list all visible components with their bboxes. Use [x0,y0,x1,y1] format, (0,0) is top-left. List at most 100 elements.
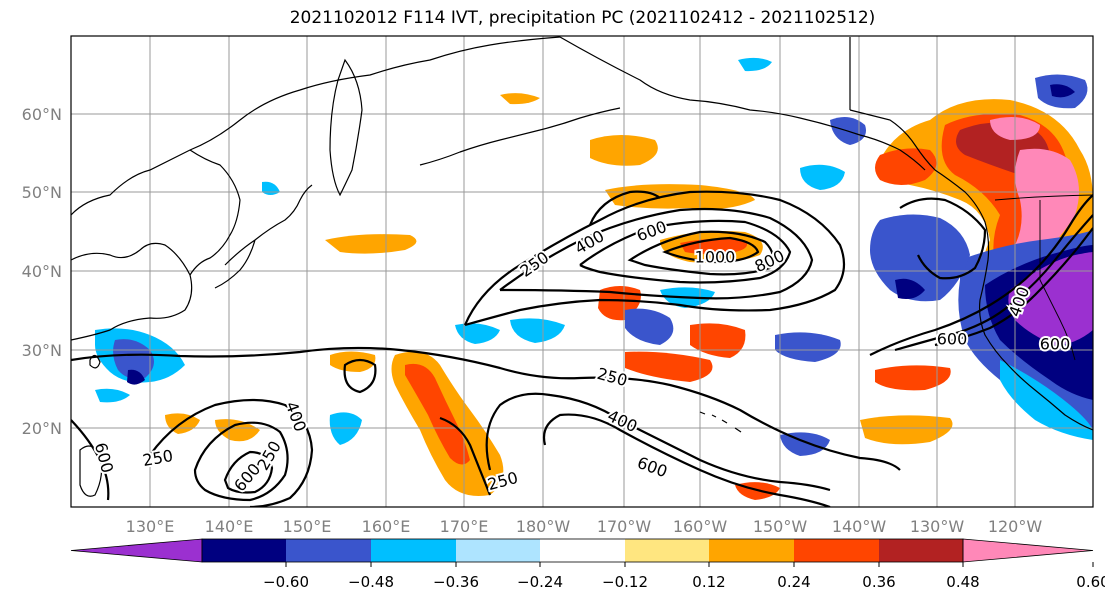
ivt-contour-600 [579,219,792,284]
gridlines [71,36,1093,507]
latitude-label: 30°N [22,341,62,360]
pc-negative-area [1008,252,1093,345]
pc-negative-area [127,369,145,385]
ivt-contour-400 [899,197,987,280]
ivt-contour-250 [463,190,846,327]
colorbar-extend-max [962,538,1094,563]
ivt-contour-250 [439,416,492,496]
longitude-label: 150°E [283,517,332,536]
longitude-label: 160°W [673,517,728,536]
longitude-label: 140°E [205,517,254,536]
pc-negative-area [455,323,500,344]
colorbar-tick-label: 0.12 [692,573,725,591]
ivt-contour-label: 250 [595,364,629,390]
pc-negative-area [775,332,841,362]
pc-positive-area [875,148,937,185]
longitude-label: 160°E [362,517,411,536]
pc-positive-area [325,234,417,254]
longitude-label: 120°W [988,517,1043,536]
colorbar-frame [201,538,964,563]
latitude-label: 50°N [22,183,62,202]
ivt-contour-250 [869,194,1093,356]
north-america-coastline [849,37,1093,431]
pc-negative-area [800,164,845,190]
pc-positive-area [625,351,713,382]
longitude-label: 180°W [516,517,571,536]
ivt-contour-250 [343,358,377,394]
ivt-contour-400 [71,419,110,501]
longitude-label: 170°E [440,517,489,536]
colorbar-tick-label: −0.24 [517,573,563,591]
longitude-label: 170°W [597,517,652,536]
pc-negative-area [738,57,772,72]
latitude-label: 20°N [22,419,62,438]
longitude-label: 140°W [832,517,887,536]
longitude-label: 130°E [126,517,175,536]
colorbar-segment [794,539,879,562]
colorbar-tick-label: −0.36 [433,573,479,591]
ivt-contour-400 [193,421,289,502]
latitude-label: 40°N [22,262,62,281]
latitude-labels: 60°N 50°N 40°N 30°N 20°N [22,105,62,438]
pc-negative-area [625,308,674,345]
map-frame [70,35,1094,508]
colorbar-segment [709,539,794,562]
ivt-contour-400 [499,207,814,300]
colorbar-tick-label: 0.36 [862,573,895,591]
ivt-contour-400 [485,392,831,492]
ivt-contour-600 [223,450,274,494]
ivt-contour-1000 [662,236,760,264]
pc-negative-area [329,412,362,445]
ivt-contour-label: 600 [1040,335,1071,354]
pc-negative-area [510,318,565,343]
ivt-contour-600 [542,413,831,507]
pc-positive-area [690,323,746,358]
pc-negative-area [113,339,154,379]
colorbar: −0.60 −0.48 −0.36 −0.24 −0.12 0.12 0.24 0.36 0.4… [70,538,1105,591]
colorbar-segment [202,539,286,562]
map-title: 2021102012 F114 IVT, precipitation PC (2… [289,8,876,28]
ivt-contour-label: 1000 [695,248,736,267]
ivt-contours [71,190,1093,507]
colorbar-tick-label: 0.24 [777,573,810,591]
colorbar-tick-label: 0.48 [946,573,979,591]
ivt-contour-800 [627,230,775,276]
colorbar-segment [456,539,540,562]
colorbar-segment [540,539,625,562]
colorbar-segment [286,539,371,562]
kamchatka-coastline [329,58,363,197]
japan-coastline [214,184,313,289]
longitude-label: 150°W [753,517,808,536]
colorbar-segment [879,539,963,562]
colorbar-tick-label: −0.60 [263,573,309,591]
pc-positive-area [215,419,260,442]
colorbar-tick-label: −0.12 [602,573,648,591]
colorbar-segment [625,539,709,562]
pc-positive-area [860,415,953,445]
ivt-contour-400 [894,214,1093,352]
pc-negative-area [1050,84,1075,98]
alaska-coastline [559,36,926,171]
pc-positive-area [405,363,470,465]
longitude-label: 130°W [910,517,965,536]
ivt-contour-600 [934,227,1093,347]
ivt-contour-250 [149,398,314,507]
pc-negative-area [895,278,925,299]
longitude-labels: 130°E 140°E 150°E 160°E 170°E 180°W 170°W 160°W… [126,517,1043,536]
coastlines [71,36,1093,497]
ivt-contour-250 [71,346,901,471]
ivt-contour-label: 600 [937,330,968,349]
colorbar-segment [371,539,456,562]
colorbar-tick-label: 0.60 [1076,573,1105,591]
asia-coastline [189,149,241,276]
pc-negative-area [95,388,130,403]
border-line [994,194,1093,201]
ivt-contour-250 [588,190,661,226]
latitude-label: 60°N [22,105,62,124]
colorbar-tick-label: −0.48 [348,573,394,591]
aleutian-islands [419,107,621,166]
pc-negative-area [780,432,830,456]
pc-positive-area [875,365,951,391]
